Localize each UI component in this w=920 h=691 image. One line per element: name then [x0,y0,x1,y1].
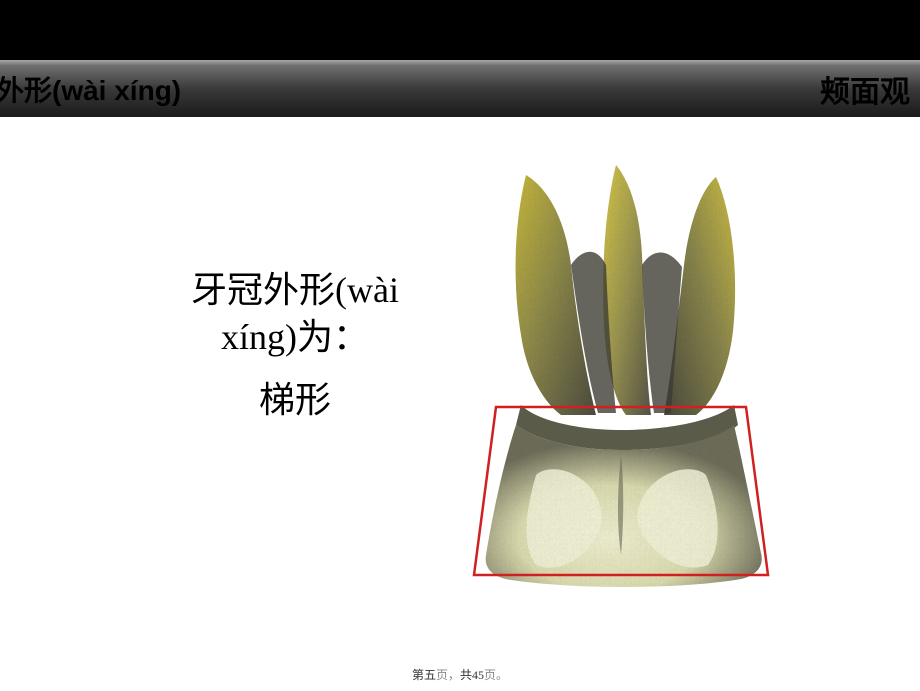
body-line-1: 牙冠外形(wài [150,267,440,314]
title-bar: 外形(wài xíng) 颊面观 [0,60,920,117]
footer-mid1: 页， [436,668,460,682]
body-line-2: xíng)为： [150,314,440,361]
body-text: 牙冠外形(wài xíng)为： 梯形 [150,267,440,423]
footer-mid2: 共45 [460,668,484,682]
footer-prefix: 第五 [412,668,436,682]
footer-suffix: 页。 [484,668,508,682]
stipple-overlay [486,165,762,587]
body-line-3: 梯形 [150,371,440,423]
title-left: 外形(wài xíng) [0,69,181,109]
top-black-bar [0,0,920,60]
tooth-svg [466,155,776,591]
title-right: 颊面观 [820,67,910,111]
tooth-figure [466,155,776,591]
page-footer: 第五页，共45页。 [0,666,920,683]
slide-body: 牙冠外形(wài xíng)为： 梯形 [0,117,920,637]
